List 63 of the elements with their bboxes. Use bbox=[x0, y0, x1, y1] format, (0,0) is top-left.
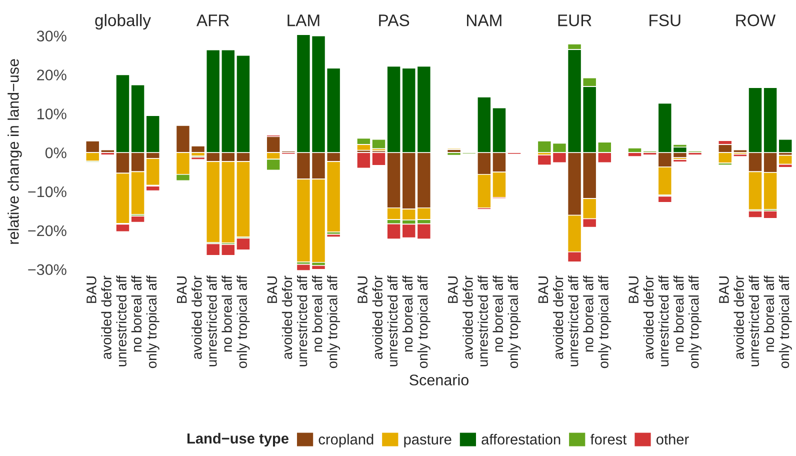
x-tick-label: unrestricted aff bbox=[658, 275, 669, 366]
x-tick-label: BAU bbox=[358, 276, 368, 303]
y-tick-label: 0% bbox=[45, 147, 66, 158]
text: ROW bbox=[736, 14, 776, 26]
x-tick-label: BAU bbox=[86, 276, 96, 303]
x-tick-label: avoided defor bbox=[101, 276, 112, 360]
text: NAM bbox=[467, 14, 502, 26]
x-tick-label: avoided defor bbox=[553, 276, 564, 360]
x-tick-label: avoided defor bbox=[734, 276, 744, 360]
x-tick-label: avoided defor bbox=[372, 276, 382, 360]
x-tick-label: unrestricted aff bbox=[568, 275, 578, 366]
x-tick-label: no boreal aff bbox=[492, 275, 503, 352]
y-tick-label: 20% bbox=[37, 70, 66, 80]
x-tick-label: avoided defor bbox=[643, 276, 654, 360]
x-axis-title: Scenario bbox=[410, 374, 469, 386]
x-tick-label: unrestricted aff bbox=[116, 275, 126, 366]
x-tick-label: no boreal aff bbox=[402, 275, 413, 352]
x-tick-label: only tropical aff bbox=[598, 275, 612, 368]
legend-title: Land−use type bbox=[187, 432, 289, 447]
text: EUR bbox=[558, 14, 592, 26]
text: globally bbox=[95, 14, 151, 30]
x-tick-label: only tropical aff bbox=[688, 275, 702, 368]
x-tick-label: no boreal aff bbox=[131, 275, 142, 352]
x-tick-label: BAU bbox=[719, 276, 729, 303]
y-tick-label: −30% bbox=[28, 264, 66, 276]
x-tick-label: BAU bbox=[538, 276, 548, 303]
x-tick-label: unrestricted aff bbox=[206, 275, 217, 366]
x-tick-label: unrestricted aff bbox=[748, 275, 759, 366]
x-tick-label: BAU bbox=[628, 276, 638, 303]
x-tick-label: no boreal aff bbox=[312, 275, 322, 352]
legend-label: pasture bbox=[404, 434, 452, 448]
text: LAM bbox=[288, 14, 320, 26]
x-tick-label: only tropical aff bbox=[236, 275, 250, 368]
x-tick-label: no boreal aff bbox=[764, 275, 774, 352]
x-tick-label: unrestricted aff bbox=[478, 275, 488, 366]
text: FSU bbox=[650, 14, 680, 26]
x-tick-label: only tropical aff bbox=[778, 275, 792, 368]
legend-label: forest bbox=[590, 434, 627, 445]
y-tick-label: −20% bbox=[28, 225, 66, 236]
legend-label: cropland bbox=[318, 434, 374, 448]
text: PAS bbox=[379, 14, 410, 26]
x-tick-label: unrestricted aff bbox=[387, 275, 398, 366]
y-tick-label: −10% bbox=[28, 186, 66, 198]
y-tick-label: 10% bbox=[38, 108, 66, 120]
x-tick-label: no boreal aff bbox=[673, 275, 684, 352]
x-tick-label: no boreal aff bbox=[222, 275, 232, 352]
x-tick-label: BAU bbox=[448, 276, 458, 303]
x-tick-label: only tropical aff bbox=[417, 275, 430, 368]
x-tick-label: avoided defor bbox=[282, 276, 292, 360]
x-tick-label: unrestricted aff bbox=[296, 275, 308, 366]
x-tick-label: only tropical aff bbox=[327, 275, 340, 368]
x-tick-label: only tropical aff bbox=[508, 275, 521, 368]
x-tick-label: BAU bbox=[267, 276, 278, 303]
x-tick-label: no boreal aff bbox=[583, 275, 594, 352]
x-tick-label: avoided defor bbox=[462, 276, 473, 360]
legend-label: other bbox=[656, 434, 689, 445]
text: AFR bbox=[196, 14, 229, 26]
legend-label: afforestation bbox=[482, 434, 560, 445]
x-tick-label: avoided defor bbox=[192, 276, 202, 360]
x-tick-label: only tropical aff bbox=[146, 275, 160, 368]
y-tick-label: 30% bbox=[36, 30, 66, 42]
y-axis-title: relative change in land−use bbox=[8, 59, 22, 244]
x-tick-label: BAU bbox=[177, 276, 187, 303]
